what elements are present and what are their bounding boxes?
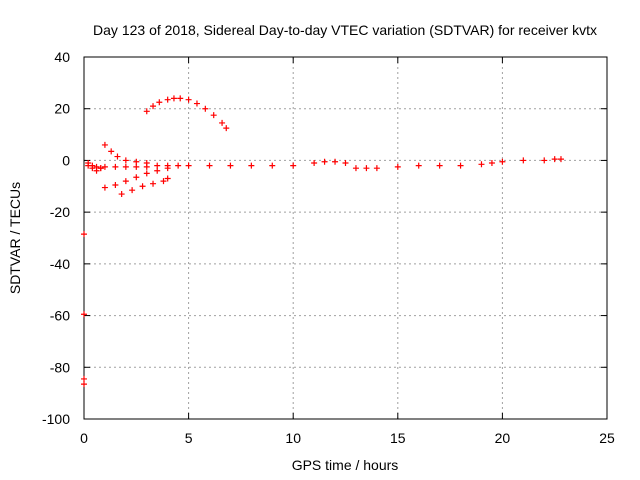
data-point xyxy=(177,95,184,102)
data-point xyxy=(112,163,119,170)
data-point xyxy=(133,174,140,181)
data-point xyxy=(557,156,564,163)
data-point xyxy=(156,99,163,106)
data-point xyxy=(227,162,234,169)
data-point xyxy=(321,158,328,165)
data-point xyxy=(122,163,129,170)
data-marks xyxy=(81,95,564,388)
data-point xyxy=(81,381,87,388)
y-tick-label: 40 xyxy=(54,49,70,65)
data-point xyxy=(164,165,171,172)
data-point xyxy=(210,112,217,119)
x-tick-label: 0 xyxy=(80,430,88,446)
x-tick-label: 15 xyxy=(390,430,406,446)
data-series xyxy=(101,165,171,191)
data-point xyxy=(160,178,167,185)
data-point xyxy=(488,160,495,167)
data-point xyxy=(122,178,129,185)
data-point xyxy=(143,170,150,177)
data-point xyxy=(373,165,380,172)
data-point xyxy=(164,175,171,182)
data-point xyxy=(248,162,255,169)
y-tick-label: 20 xyxy=(54,101,70,117)
y-tick-label: -20 xyxy=(50,204,70,220)
data-point xyxy=(143,108,150,115)
data-point xyxy=(185,96,192,103)
data-point xyxy=(93,167,100,174)
data-point xyxy=(164,96,171,103)
x-axis-label: GPS time / hours xyxy=(292,457,399,473)
data-point xyxy=(394,163,401,170)
data-series xyxy=(85,156,564,172)
data-point xyxy=(332,158,339,165)
data-point xyxy=(154,162,161,169)
data-point xyxy=(118,191,125,198)
data-point xyxy=(81,311,87,318)
data-point xyxy=(101,163,108,170)
data-point xyxy=(499,158,506,165)
data-point xyxy=(342,160,349,167)
data-series xyxy=(143,95,230,132)
data-series xyxy=(85,162,104,174)
data-point xyxy=(457,162,464,169)
data-point xyxy=(193,100,200,107)
data-point xyxy=(143,160,150,167)
data-point xyxy=(129,187,136,194)
data-point xyxy=(150,180,157,187)
data-point xyxy=(112,181,119,188)
y-tick-label: 0 xyxy=(62,152,70,168)
data-series xyxy=(118,175,171,198)
data-point xyxy=(436,162,443,169)
data-point xyxy=(202,105,209,112)
x-tick-label: 25 xyxy=(599,430,615,446)
data-point xyxy=(185,162,192,169)
data-series xyxy=(81,231,87,388)
data-point xyxy=(170,95,177,102)
data-point xyxy=(363,165,370,172)
data-point xyxy=(223,125,230,132)
data-point xyxy=(551,156,558,163)
data-point xyxy=(219,119,226,126)
data-point xyxy=(81,231,87,238)
data-point xyxy=(175,162,182,169)
data-point xyxy=(97,165,104,172)
data-point xyxy=(122,157,129,164)
data-point xyxy=(108,148,115,155)
x-tick-label: 20 xyxy=(495,430,511,446)
data-point xyxy=(150,103,157,110)
data-point xyxy=(352,165,359,172)
data-point xyxy=(290,162,297,169)
data-point xyxy=(101,141,108,148)
data-point xyxy=(101,184,108,191)
data-point xyxy=(81,375,87,382)
data-point xyxy=(89,165,96,172)
data-point xyxy=(541,157,548,164)
data-series xyxy=(101,141,150,167)
x-tick-label: 10 xyxy=(285,430,301,446)
data-point xyxy=(206,162,213,169)
y-axis-label: SDTVAR / TECUs xyxy=(7,182,23,294)
axis-ticks: 0 5 10 15 20 25 -100 -80 -60 -40 -20 0 20 40 xyxy=(42,49,615,446)
data-point xyxy=(133,163,140,170)
x-tick-label: 5 xyxy=(185,430,193,446)
data-point xyxy=(478,161,485,168)
data-point xyxy=(154,167,161,174)
data-point xyxy=(114,153,121,160)
data-point xyxy=(85,162,92,169)
data-point xyxy=(139,183,146,190)
data-point xyxy=(269,162,276,169)
y-tick-label: -100 xyxy=(42,411,70,427)
plot-frame xyxy=(83,56,608,420)
data-point xyxy=(311,160,318,167)
data-point xyxy=(415,162,422,169)
y-tick-label: -80 xyxy=(50,359,70,375)
chart-title: Day 123 of 2018, Sidereal Day-to-day VTE… xyxy=(93,22,597,38)
data-point xyxy=(133,158,140,165)
y-tick-label: -60 xyxy=(50,308,70,324)
data-point xyxy=(520,157,527,164)
y-tick-label: -40 xyxy=(50,256,70,272)
grid xyxy=(84,57,607,419)
